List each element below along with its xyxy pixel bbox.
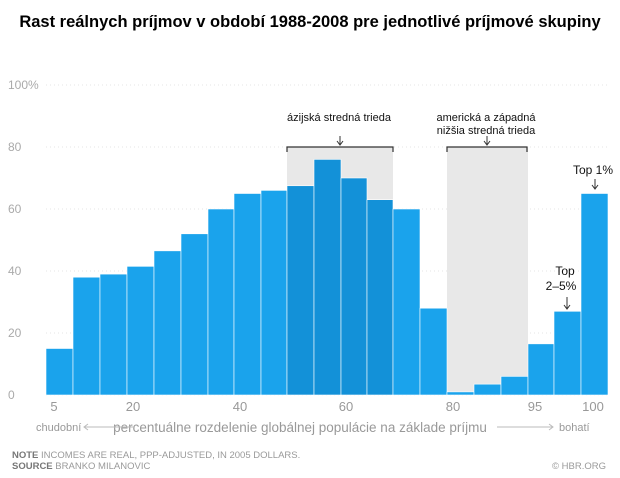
bar-series [45,159,609,396]
annotation-brackets [286,136,599,310]
bar [153,250,182,396]
bar [580,193,609,396]
bracket-arrowhead [336,140,344,146]
bar [260,190,288,396]
x-tick-label: 95 [528,399,542,414]
y-tick-label: 0 [8,388,15,402]
annotation-asian-middle-class: ázijská stredná trieda [287,112,392,124]
annotation-top-2-5-line1: Top [555,264,575,278]
bracket-arrowhead [483,140,491,146]
annotation-arrowhead [563,304,571,310]
bar [99,273,128,396]
bar [340,177,368,396]
y-tick-label: 80 [8,140,22,154]
x-tick-label: 60 [339,399,353,414]
x-tick-label: 5 [50,399,57,414]
bar [207,208,235,396]
bar [180,233,209,396]
annotation-western-line2: nižšia stredná trieda [437,125,536,137]
annotation-arrowhead [591,184,599,190]
left-axis-arrowhead [83,423,89,431]
bar [527,343,555,396]
x-axis-ticks: 5 20 40 60 80 95 100 [50,399,603,414]
annotation-western-line1: americká a západná [436,112,536,124]
bar [286,185,315,396]
y-tick-label: 100% [8,78,39,92]
bar [553,310,582,396]
highlight-region [447,147,528,395]
bar [473,383,502,396]
x-right-label: bohatí [559,422,590,434]
bar [446,391,475,396]
note-label: NOTE [12,450,39,461]
bracket-line [286,146,394,152]
x-axis-arrows [83,423,554,431]
bar [126,266,155,396]
x-tick-label: 20 [126,399,140,414]
bar [500,376,529,396]
y-tick-label: 20 [8,326,22,340]
bracket-line [446,146,528,152]
annotation-top-2-5-line2: 2–5% [546,279,577,293]
source-text: BRANKO MILANOVIC [55,461,151,472]
annotation-top-1: Top 1% [573,163,613,177]
footer-note: NOTE INCOMES ARE REAL, PPP-ADJUSTED, IN … [12,450,300,461]
note-text: INCOMES ARE REAL, PPP-ADJUSTED, IN 2005 … [41,450,301,461]
bar [419,307,448,396]
y-tick-label: 40 [8,264,22,278]
bar [366,199,394,396]
x-tick-label: 100 [582,399,604,414]
y-tick-label: 60 [8,202,22,216]
source-label: SOURCE [12,461,53,472]
chart-title: Rast reálnych príjmov v období 1988-2008… [19,13,601,31]
y-axis-ticks: 0 20 40 60 80 100% [8,78,39,402]
x-tick-label: 80 [446,399,460,414]
bar [392,208,421,396]
x-axis-label: percentuálne rozdelenie globálnej populá… [113,420,487,435]
bar [72,276,101,396]
bar [233,193,262,396]
bar [313,159,342,396]
x-left-label: chudobní [36,422,81,434]
x-tick-label: 40 [233,399,247,414]
right-axis-arrowhead [548,423,554,431]
brand-text: © HBR.ORG [552,461,606,472]
footer-source: SOURCE BRANKO MILANOVIC [12,461,150,472]
bar [45,348,74,396]
